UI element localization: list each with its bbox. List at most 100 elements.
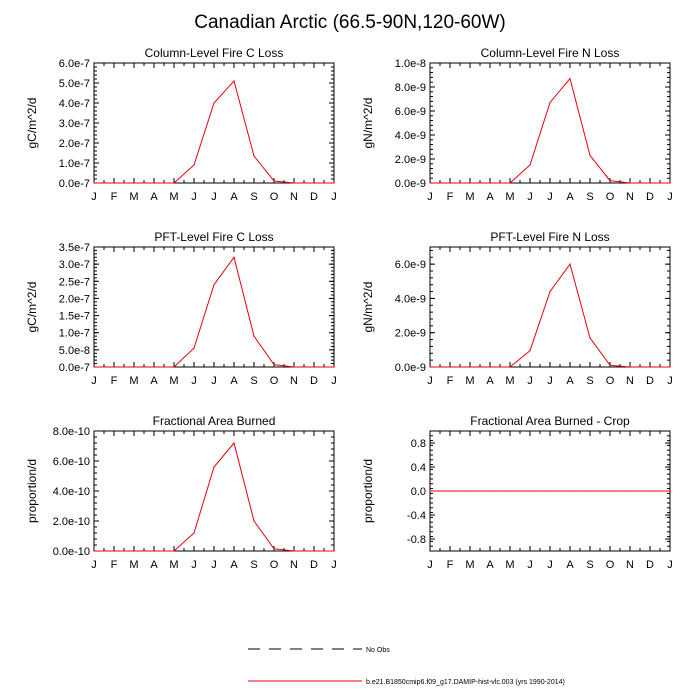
x-tick-label: M — [505, 559, 514, 571]
y-tick-label: -0.8 — [407, 534, 426, 546]
x-tick-label: O — [606, 375, 615, 387]
x-tick-label: O — [606, 191, 615, 203]
x-tick-label: J — [91, 191, 97, 203]
x-tick-label: J — [547, 375, 553, 387]
data-point — [113, 182, 115, 184]
y-tick-label: 5.0e-8 — [59, 345, 90, 357]
x-tick-label: J — [427, 191, 433, 203]
plot-frame — [429, 62, 671, 184]
data-point — [449, 490, 451, 492]
data-point — [233, 256, 235, 258]
y-tick-label: 0.0 — [411, 486, 426, 498]
data-point — [589, 490, 591, 492]
series-line — [94, 79, 334, 184]
x-tick-label: M — [465, 375, 474, 387]
x-tick-label: S — [586, 559, 593, 571]
y-tick-label: 4.0e-7 — [59, 98, 90, 110]
series-line — [430, 263, 670, 368]
data-point — [93, 366, 95, 368]
y-axis-label: proportion/d — [25, 459, 39, 523]
x-tick-label: J — [427, 559, 433, 571]
data-point — [529, 350, 531, 352]
x-tick-label: M — [465, 191, 474, 203]
x-tick-label: J — [331, 559, 337, 571]
y-tick-label: 2.0e-9 — [395, 328, 426, 340]
data-point — [93, 182, 95, 184]
x-tick-label: A — [230, 375, 238, 387]
x-tick-label: O — [606, 559, 615, 571]
chart-title: PFT-Level Fire N Loss — [490, 230, 609, 244]
y-tick-label: 0.0e-7 — [59, 178, 90, 190]
x-tick-label: J — [667, 559, 673, 571]
data-point — [549, 490, 551, 492]
data-point — [333, 182, 335, 184]
data-point — [609, 180, 611, 182]
x-tick-label: D — [310, 191, 318, 203]
y-tick-label: 4.0e-9 — [395, 293, 426, 305]
x-tick-label: A — [486, 559, 494, 571]
data-point — [629, 490, 631, 492]
data-point — [469, 490, 471, 492]
y-tick-label: 5.0e-7 — [59, 78, 90, 90]
x-tick-label: A — [566, 559, 574, 571]
x-tick-label: S — [586, 191, 593, 203]
x-tick-label: J — [527, 375, 533, 387]
data-point — [549, 290, 551, 293]
data-point — [273, 364, 275, 366]
y-tick-label: 0.0e-9 — [395, 178, 426, 190]
data-point — [489, 366, 491, 368]
y-tick-label: 3.0e-7 — [59, 118, 90, 130]
legend-obs-label: No Obs — [366, 647, 390, 654]
data-point — [133, 182, 135, 184]
x-tick-label: J — [191, 375, 197, 387]
x-tick-label: J — [91, 559, 97, 571]
figure-title: Canadian Arctic (66.5-90N,120-60W) — [194, 12, 506, 33]
x-tick-label: M — [169, 191, 178, 203]
x-tick-label: F — [111, 191, 118, 203]
x-tick-label: J — [527, 191, 533, 203]
plot-frame — [429, 246, 671, 368]
x-tick-label: A — [150, 559, 158, 571]
x-tick-label: M — [465, 559, 474, 571]
y-tick-label: 0.4 — [411, 462, 426, 474]
x-tick-label: A — [230, 191, 238, 203]
data-point — [253, 520, 255, 522]
legend: No Obs b.e21.B1850cmip6.f09_g17.DAMIP-his… — [248, 647, 565, 686]
data-point — [93, 550, 95, 552]
x-tick-label: A — [566, 191, 574, 203]
y-tick-label: 1.0e-7 — [59, 158, 90, 170]
data-point — [193, 347, 195, 349]
data-point — [293, 182, 295, 184]
y-tick-label: 0.8 — [411, 438, 426, 450]
chart-title: PFT-Level Fire C Loss — [154, 230, 273, 244]
data-point — [113, 366, 115, 368]
x-tick-label: M — [505, 375, 514, 387]
x-tick-label: N — [626, 559, 634, 571]
data-point — [113, 550, 115, 552]
data-point — [629, 366, 631, 368]
y-tick-label: 4.0e-9 — [395, 130, 426, 142]
x-tick-label: N — [626, 375, 634, 387]
data-point — [669, 182, 671, 184]
data-point — [429, 490, 431, 492]
chart-title: Fractional Area Burned — [153, 414, 276, 428]
data-point — [133, 550, 135, 552]
data-point — [649, 490, 651, 492]
data-point — [509, 490, 511, 492]
data-point — [609, 490, 611, 492]
x-tick-label: S — [250, 191, 257, 203]
x-tick-label: A — [566, 375, 574, 387]
y-tick-label: 6.0e-10 — [53, 456, 90, 468]
x-tick-label: M — [505, 191, 514, 203]
x-tick-label: D — [646, 559, 654, 571]
y-tick-label: 2.5e-7 — [59, 276, 90, 288]
data-point — [589, 154, 591, 156]
x-tick-label: J — [667, 375, 673, 387]
data-point — [213, 284, 215, 286]
data-point — [509, 182, 511, 184]
x-tick-label: D — [310, 559, 318, 571]
series-line — [94, 441, 334, 552]
